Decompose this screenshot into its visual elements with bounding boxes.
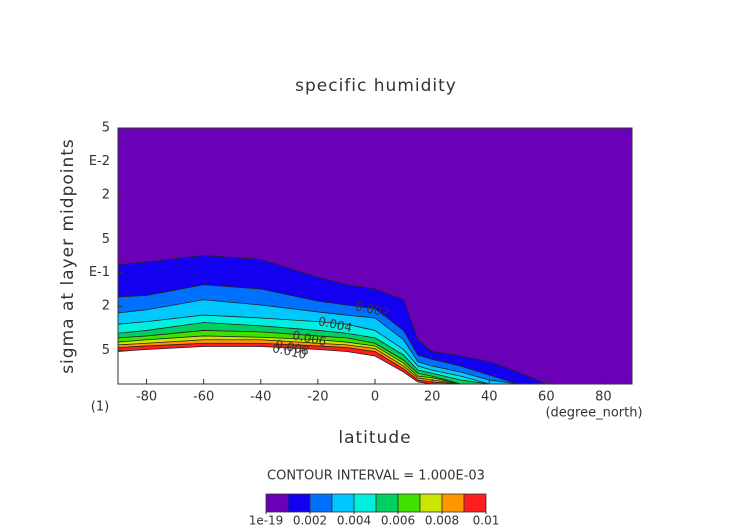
x-tick-label: 80 [595,390,612,405]
x-tick-label: -20 [307,390,328,405]
colorbar-box [287,493,311,513]
colorbar-box [309,493,333,513]
contour-label: 0.002 [354,299,391,320]
contour-label: 0.006 [291,328,328,349]
colorbar-label: 0.008 [425,514,459,528]
y-unit: (1) [91,400,109,415]
chart-title: specific humidity [295,76,457,96]
y-tick-label: 2 [102,299,110,314]
y-tick-label: E-2 [89,154,110,169]
colorbar-label: 0.004 [337,514,371,528]
colorbar-box [265,493,289,513]
x-tick-label: -60 [193,390,214,405]
colorbar-box [463,493,487,513]
colorbar-box [397,493,421,513]
contour-fill [118,346,632,384]
x-tick-label: 0 [371,390,379,405]
colorbar-box [375,493,399,513]
colorbar-label: 0.002 [293,514,327,528]
contour-interval: CONTOUR INTERVAL = 1.000E-03 [267,469,485,484]
y-tick-label: 5 [102,343,110,358]
colorbar-label: 0.01 [473,514,500,528]
x-tick-label: 40 [481,390,498,405]
contour-line [117,255,632,385]
x-axis-label: latitude [338,428,411,448]
x-tick-label: 60 [538,390,555,405]
colorbar-box [353,493,377,513]
contour-label: 0.004 [317,314,354,335]
contour-label: 0.010 [271,341,308,362]
y-tick-label: 2 [102,187,110,202]
y-tick-label: E-1 [89,265,110,280]
y-tick-label: 5 [102,232,110,247]
x-tick-label: -40 [250,390,271,405]
colorbar-box [331,493,355,513]
contour-line [117,299,632,385]
x-unit: (degree_north) [545,406,642,421]
y-axis-label: sigma at layer midpoints [58,138,78,374]
colorbar-label: 1e-19 [249,514,284,528]
colorbar-box [419,493,443,513]
x-tick-label: 20 [424,390,441,405]
contour-label: 0.008 [274,337,311,358]
contour-line [117,284,632,385]
colorbar-label: 0.006 [381,514,415,528]
x-tick-label: -80 [136,390,157,405]
y-tick-label: 5 [102,121,110,136]
colorbar-box [441,493,465,513]
